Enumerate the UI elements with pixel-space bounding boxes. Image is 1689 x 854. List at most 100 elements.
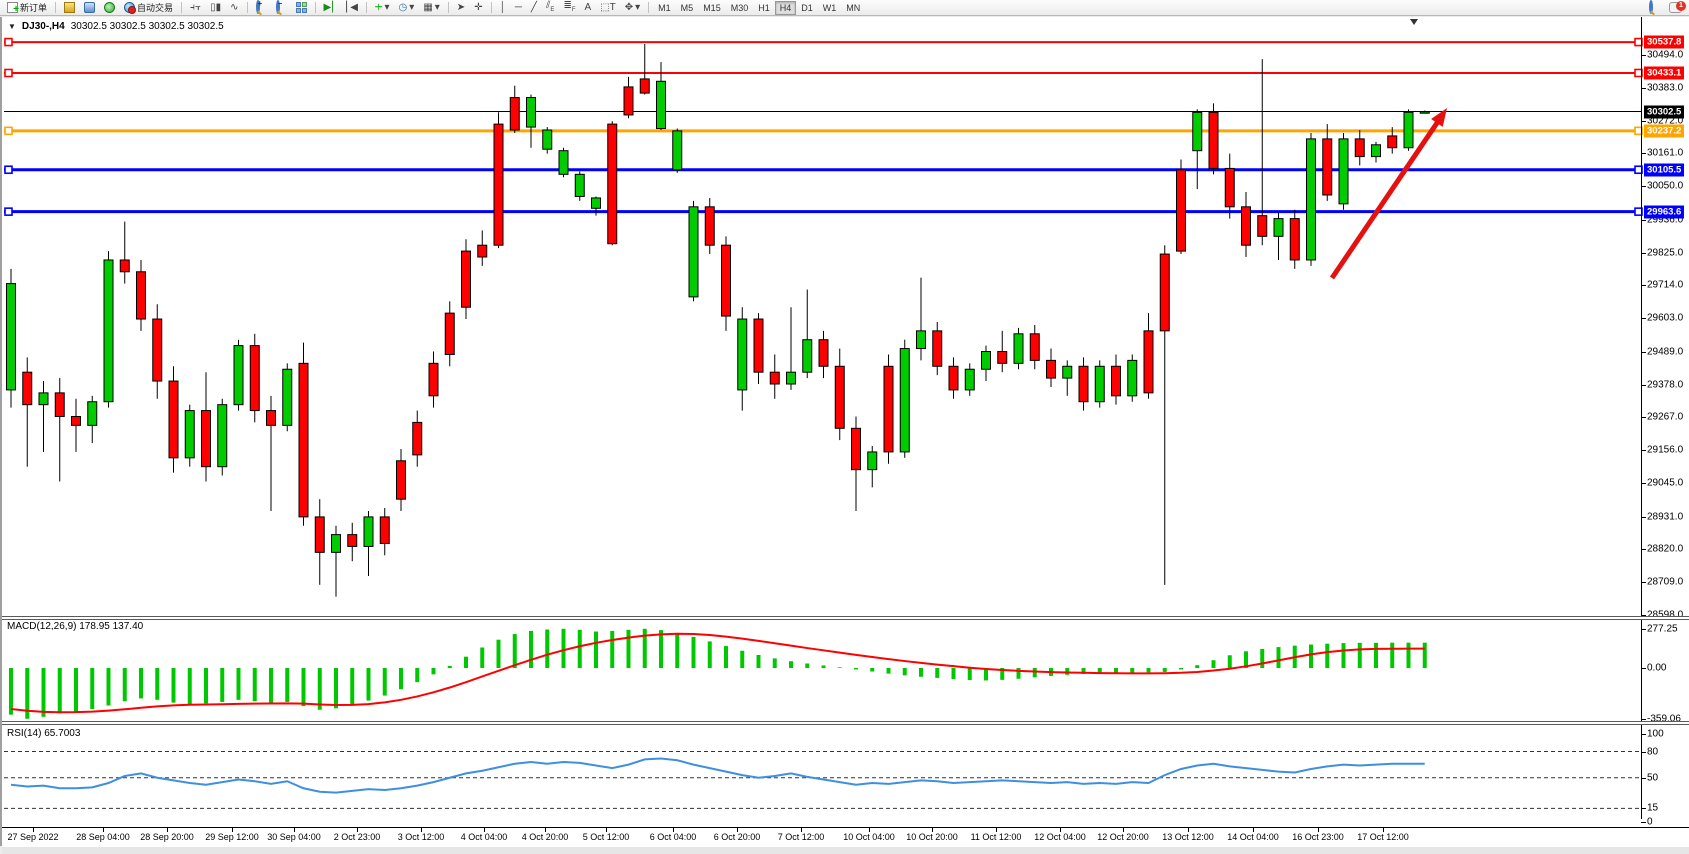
macd-panel[interactable]	[2, 620, 1689, 723]
timeframe-w1[interactable]: W1	[822, 2, 837, 13]
price-tag-30433.1: 30433.1	[1644, 66, 1685, 80]
bear-candle	[753, 318, 764, 373]
bear-candle	[1111, 365, 1121, 397]
main-price-chart[interactable]	[2, 17, 1689, 618]
notifications-button[interactable]: 1	[1665, 1, 1686, 15]
collapse-triangle-icon[interactable]: ▼	[8, 22, 16, 31]
signal-button[interactable]	[100, 1, 119, 15]
price-tick-label: 29714.0	[1647, 279, 1684, 291]
macd-tickmark	[1641, 668, 1646, 669]
bear-candle	[932, 330, 943, 367]
zoom-in-button[interactable]: +	[252, 0, 271, 15]
trend-arrow-line[interactable]	[1329, 118, 1442, 280]
trendline-button[interactable]: ╱	[527, 1, 541, 15]
dropdown-arrow-icon: ▾	[434, 2, 440, 13]
autotrade-label: 自动交易	[137, 3, 174, 13]
time-tick	[103, 828, 104, 832]
price-tickmark	[1641, 285, 1646, 287]
candlestick-chart-button[interactable]: ▯▮	[206, 1, 225, 15]
crosshair-button[interactable]: ✛	[470, 1, 486, 15]
notifications-icon: 1	[1669, 1, 1686, 13]
toolbar-separator	[55, 2, 57, 13]
bull-candle	[233, 345, 244, 406]
time-tick	[1253, 828, 1254, 832]
equidistant-channel-button[interactable]: ⫽E	[542, 0, 558, 15]
rsi-panel[interactable]	[2, 725, 1689, 827]
time-tick	[357, 828, 358, 832]
new-order-button[interactable]: 新订单	[3, 1, 51, 15]
time-axis[interactable]: 27 Sep 2022 28 Sep 04:00 28 Sep 20:00 29 Se…	[2, 827, 1689, 846]
macd-label: MACD(12,26,9) 178.95 137.40	[7, 621, 144, 632]
time-label: 5 Oct 12:00	[582, 832, 630, 842]
price-tick-label: 29267.0	[1647, 411, 1684, 423]
time-tick	[932, 828, 933, 832]
label-button[interactable]: ⬚T	[596, 1, 620, 15]
vertical-line-button[interactable]: │	[496, 1, 510, 15]
bull-candle	[103, 259, 114, 403]
timeframe-m5[interactable]: M5	[680, 2, 694, 13]
line-chart-button[interactable]: ∿	[226, 1, 242, 15]
time-tick	[801, 828, 802, 832]
tile-windows-button[interactable]	[292, 1, 311, 15]
rsi-line	[10, 757, 1425, 794]
time-label: 30 Sep 04:00	[267, 832, 321, 842]
text-button[interactable]: A	[581, 1, 596, 15]
periods-button[interactable]: ◷ ▾	[395, 1, 419, 15]
price-tickmark	[1641, 186, 1646, 188]
dropdown-arrow-icon: ▾	[409, 2, 415, 13]
profile-icon	[84, 2, 96, 13]
price-tickmark	[1641, 219, 1646, 221]
time-tick	[232, 828, 233, 832]
price-tick-label: 30050.0	[1647, 180, 1684, 192]
new-order-icon	[7, 2, 19, 15]
trend-arrow-head[interactable]	[1431, 108, 1447, 127]
price-tag-30237.2: 30237.2	[1644, 124, 1685, 138]
chart-shift-button[interactable]: ⎢◀	[341, 1, 362, 15]
profile-button[interactable]	[80, 1, 99, 15]
search-button[interactable]	[1645, 0, 1664, 15]
price-tickmark	[1641, 55, 1646, 56]
time-tick	[421, 828, 422, 832]
chart-window[interactable]: ▼ DJ30-,H4 30302.5 30302.5 30302.5 30302…	[0, 17, 1689, 854]
price-tick-label: 28820.0	[1647, 543, 1684, 555]
bear-candle	[818, 339, 829, 367]
timeframe-m15[interactable]: M15	[703, 2, 721, 13]
price-tickmark	[1641, 318, 1646, 320]
price-tick-label: 29378.0	[1647, 379, 1684, 391]
panel-separator[interactable]	[2, 721, 1689, 725]
macd-tick-label: 0.00	[1647, 662, 1667, 674]
hline-marker	[1634, 68, 1643, 78]
chart-shift-marker	[1410, 19, 1418, 25]
bear-candle	[1387, 135, 1398, 149]
bull-candle	[574, 173, 585, 197]
timeframe-m30[interactable]: M30	[730, 2, 749, 13]
hline-marker	[4, 126, 13, 136]
timeframe-mn[interactable]: MN	[846, 2, 861, 13]
auto-scroll-icon: ▶⎢	[323, 2, 337, 13]
bear-candle	[396, 460, 406, 500]
timeframe-d1[interactable]: D1	[801, 2, 813, 13]
add-indicator-button[interactable]: 🞡 ▾	[371, 1, 394, 15]
horizontal-line-button[interactable]: ─	[511, 1, 526, 15]
panel-separator[interactable]	[2, 616, 1689, 620]
autotrade-button[interactable]: 自动交易	[120, 1, 177, 15]
templates-button[interactable]: ▦ ▾	[419, 1, 443, 15]
price-tickmark	[1641, 87, 1646, 89]
bear-candle	[1159, 253, 1170, 332]
price-tickmark	[1641, 482, 1646, 484]
arrow-tools-button[interactable]: ✥ ▾	[621, 1, 644, 15]
bear-candle	[1257, 215, 1268, 237]
chart-shift-icon: ⎢◀	[345, 2, 358, 13]
bull-candle	[981, 351, 991, 370]
timeframe-m1[interactable]: M1	[658, 2, 671, 13]
zoom-out-button[interactable]: −	[272, 0, 291, 15]
timeframe-h4[interactable]: H4	[774, 0, 797, 15]
bull-candle	[1062, 365, 1073, 379]
timeframe-h1[interactable]: H1	[758, 2, 770, 13]
cursor-button[interactable]: ➤	[453, 1, 469, 15]
bar-chart-button[interactable]: ⫞⫟	[186, 1, 205, 15]
auto-scroll-button[interactable]: ▶⎢	[320, 1, 341, 15]
bear-candle	[997, 351, 1008, 364]
history-button[interactable]	[60, 1, 79, 15]
fibonacci-button[interactable]: ≣F	[559, 0, 579, 15]
